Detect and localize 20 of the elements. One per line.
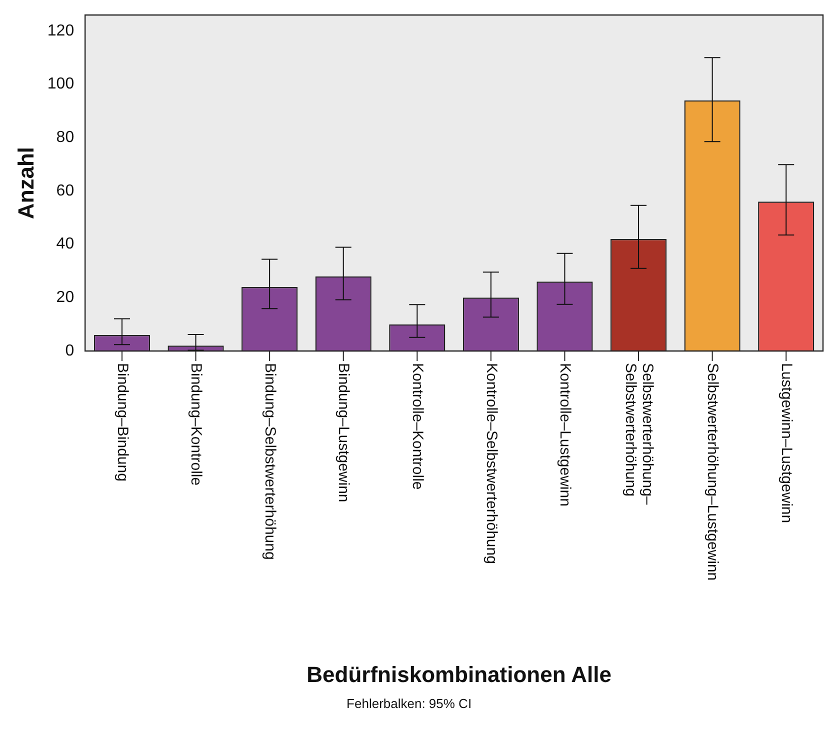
- x-tick-label: Kontrolle–Kontrolle: [409, 363, 426, 490]
- y-tick-label: 40: [56, 236, 74, 253]
- x-tick-label: Bindung–Selbstwerterhöhung: [261, 363, 278, 560]
- x-tick-label: Selbstwerterhöhung– Selbstwerterhöhung: [622, 363, 656, 506]
- x-tick-label: Bindung–Lustgewinn: [335, 363, 352, 502]
- x-tick-label: Kontrolle–Lustgewinn: [556, 363, 574, 506]
- x-tick-label: Bindung–Bindung: [114, 363, 131, 482]
- x-axis-title: Bedürfniskombinationen Alle: [306, 662, 612, 687]
- x-tick-label: Selbstwerterhöhung–Lustgewinn: [704, 363, 722, 581]
- y-tick-label: 120: [47, 22, 74, 40]
- y-tick-label: 20: [56, 289, 74, 306]
- x-tick-label: Lustgewinn–Lustgewinn: [778, 363, 795, 524]
- y-tick-label: 0: [65, 342, 74, 360]
- y-tick-label: 80: [56, 129, 74, 146]
- y-tick-label: 60: [56, 182, 74, 200]
- text: Fehlerbalken: 95% CI: [346, 696, 472, 711]
- y-axis-title: Anzahl: [13, 146, 38, 220]
- y-tick-label: 100: [47, 76, 74, 93]
- x-tick-label: Bindung–Kontrolle: [188, 363, 205, 486]
- x-tick-label: Kontrolle–Selbstwerterhöhung: [482, 363, 500, 564]
